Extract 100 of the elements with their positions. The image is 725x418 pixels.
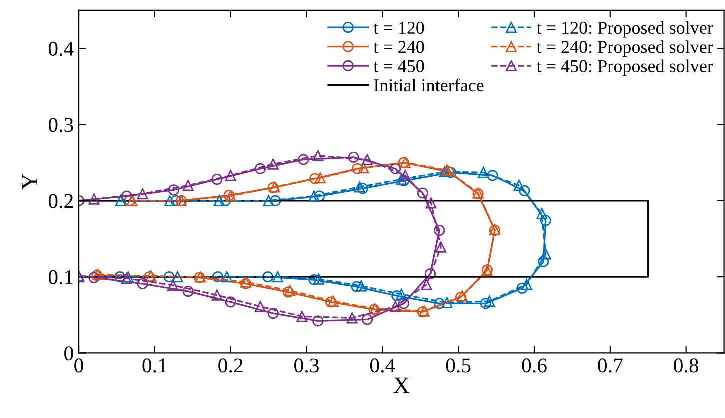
- point: [272, 271, 284, 283]
- point: [358, 162, 370, 174]
- point: [362, 154, 374, 166]
- point: [540, 248, 552, 260]
- point: [478, 167, 490, 178]
- point: [390, 163, 402, 174]
- point: [519, 185, 530, 197]
- point: [121, 190, 132, 202]
- y-tick-label: 0.1: [48, 270, 73, 285]
- legend-label: t = 240: Proposed solver: [536, 40, 714, 57]
- point: [352, 163, 364, 174]
- point: [164, 195, 176, 206]
- point: [298, 154, 310, 166]
- point: [296, 311, 308, 322]
- point: [484, 296, 496, 307]
- point: [445, 167, 457, 178]
- point: [268, 158, 279, 170]
- point: [164, 271, 175, 283]
- x-tick-label: 0.5: [446, 358, 471, 373]
- y-tick-label: 0.4: [48, 42, 74, 56]
- point: [254, 301, 266, 312]
- y-axis-title: Y: [22, 174, 38, 190]
- point: [262, 271, 274, 283]
- point: [263, 195, 274, 206]
- x-tick-label: 0.4: [370, 358, 396, 373]
- point: [328, 296, 339, 307]
- point: [426, 198, 437, 209]
- point: [540, 215, 552, 226]
- point: [172, 271, 184, 283]
- point: [88, 194, 100, 205]
- x-tick-label: 0.6: [522, 358, 547, 373]
- point: [398, 298, 410, 310]
- point: [357, 183, 368, 194]
- point: [421, 279, 432, 290]
- point: [538, 256, 550, 268]
- point: [516, 282, 528, 294]
- point: [314, 190, 326, 202]
- x-tick-label: 0: [74, 358, 84, 373]
- point: [424, 268, 436, 280]
- point: [212, 290, 223, 301]
- point: [521, 279, 532, 290]
- point: [480, 298, 492, 310]
- y-tick-label: 0.2: [48, 194, 74, 208]
- point: [308, 190, 320, 202]
- point: [308, 274, 320, 286]
- point: [442, 297, 453, 308]
- point: [114, 271, 126, 283]
- point: [351, 281, 362, 292]
- point: [182, 286, 194, 298]
- legend-label: t = 450: Proposed solver: [536, 60, 714, 76]
- point: [536, 208, 548, 220]
- point: [439, 166, 450, 178]
- legend-label: t = 120: Proposed solver: [536, 21, 714, 38]
- point: [212, 174, 223, 186]
- point: [225, 170, 236, 182]
- point: [254, 163, 266, 174]
- y-tick-label: 0.3: [48, 118, 74, 132]
- point: [400, 170, 411, 182]
- y-tick-label: 0: [64, 346, 74, 361]
- point: [436, 242, 447, 253]
- point: [225, 296, 236, 308]
- point: [221, 271, 233, 283]
- legend-label: t = 450: [374, 60, 424, 72]
- point: [325, 296, 337, 308]
- x-tick-label: 0.8: [674, 358, 699, 373]
- point: [312, 316, 324, 327]
- point: [268, 308, 279, 320]
- point: [310, 173, 321, 184]
- point: [354, 182, 366, 193]
- legend-label: Initial interface: [374, 78, 484, 92]
- x-tick-label: 0.7: [598, 358, 623, 373]
- point: [137, 188, 148, 200]
- point: [126, 195, 138, 206]
- point: [168, 184, 180, 196]
- point: [417, 188, 428, 199]
- point: [212, 271, 224, 283]
- legend-label: t = 120: [374, 22, 424, 34]
- point: [314, 172, 326, 184]
- point: [220, 195, 232, 206]
- point: [434, 225, 446, 236]
- x-tick-label: 0.1: [142, 358, 167, 373]
- point: [313, 274, 324, 285]
- point: [390, 301, 402, 312]
- point: [182, 180, 194, 192]
- point: [170, 195, 182, 206]
- point: [137, 278, 148, 290]
- point: [214, 195, 226, 206]
- point: [88, 272, 100, 284]
- point: [115, 195, 126, 206]
- point: [362, 314, 374, 326]
- point: [346, 312, 358, 324]
- point: [396, 289, 408, 300]
- point: [487, 170, 498, 182]
- x-tick-label: 0.3: [294, 358, 319, 373]
- point: [270, 195, 282, 206]
- point: [312, 150, 324, 162]
- point: [356, 280, 367, 292]
- x-axis-title: X: [394, 378, 410, 394]
- point: [434, 298, 446, 310]
- point: [392, 290, 403, 302]
